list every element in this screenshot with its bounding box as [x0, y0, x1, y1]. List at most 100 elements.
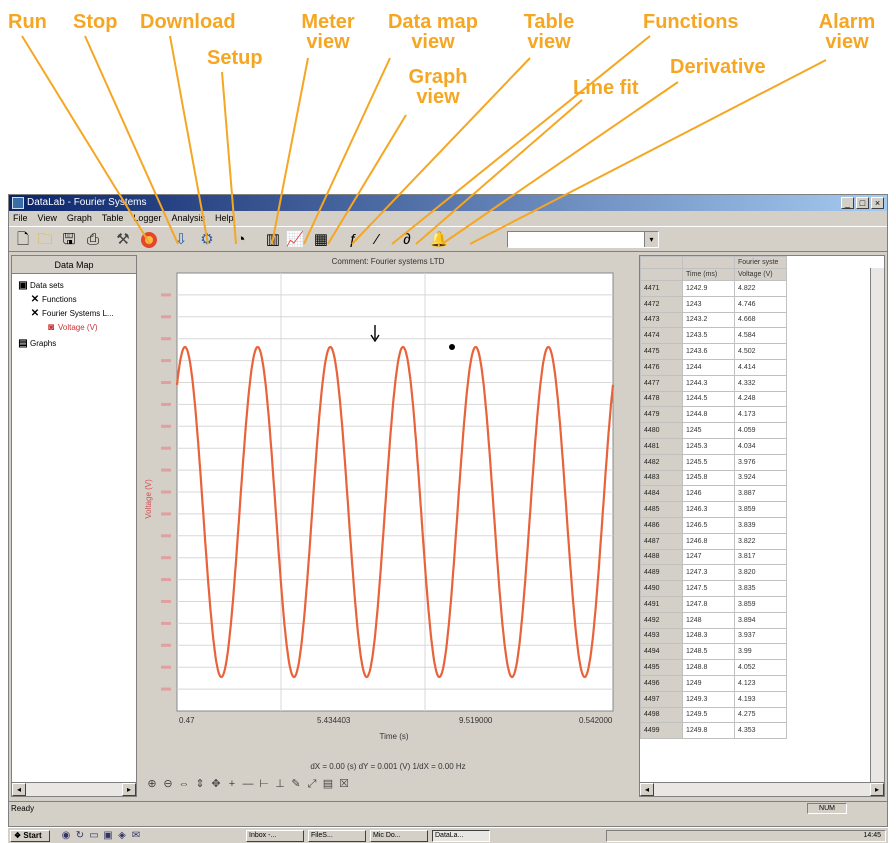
- table-row[interactable]: 4498 1249.5 4.275: [640, 706, 787, 724]
- table-row[interactable]: 4483 1245.8 3.924: [640, 469, 787, 487]
- alarm-view-icon[interactable]: 🔔: [429, 231, 449, 248]
- scroll-right-icon[interactable]: ▸: [870, 783, 884, 796]
- marker-icon[interactable]: ⊥: [275, 778, 285, 790]
- line-fit-icon[interactable]: ⁄: [375, 231, 379, 248]
- table-row[interactable]: 4480 1245 4.059: [640, 422, 787, 439]
- table-row[interactable]: 4476 1244 4.414: [640, 358, 787, 376]
- table-row[interactable]: 4484 1246 3.887: [640, 485, 787, 503]
- minimize-button[interactable]: _: [841, 197, 854, 209]
- row-index: 4490: [640, 580, 683, 597]
- start-button[interactable]: ❖ Start: [10, 830, 50, 842]
- menu-help[interactable]: Help: [214, 213, 234, 223]
- chevron-down-icon[interactable]: ▾: [644, 232, 658, 247]
- media-icon[interactable]: ◈: [118, 830, 126, 841]
- functions-icon[interactable]: ƒ: [348, 231, 358, 248]
- table-row[interactable]: 4491 1247.8 3.859: [640, 595, 787, 613]
- data-map-pane: Data Map ▣ Data sets ✕ Functions ✕ Fourier …: [11, 255, 137, 797]
- table-view-icon[interactable]: ▦: [313, 231, 329, 248]
- task-button-files[interactable]: FileS...: [308, 830, 366, 842]
- crosshair-icon[interactable]: +: [228, 778, 236, 790]
- menu-view[interactable]: View: [37, 213, 57, 223]
- table-row[interactable]: 4481 1245.3 4.034: [640, 437, 787, 455]
- autoscale-icon[interactable]: ⤢: [307, 778, 317, 790]
- menu-table[interactable]: Table: [101, 213, 124, 223]
- table-row[interactable]: 4474 1243.5 4.584: [640, 327, 787, 345]
- table-row[interactable]: 4490 1247.5 3.835: [640, 580, 787, 597]
- table-row[interactable]: 4486 1246.5 3.839: [640, 516, 787, 534]
- desktop-icon[interactable]: ▭: [89, 830, 99, 841]
- setup-icon[interactable]: ⚙: [200, 231, 214, 248]
- table-row[interactable]: 4485 1246.3 3.859: [640, 501, 787, 518]
- menu-graph[interactable]: Graph: [66, 213, 92, 223]
- table-row[interactable]: 4487 1246.8 3.822: [640, 532, 787, 550]
- print-icon[interactable]: ⎙: [86, 231, 99, 248]
- task-button-datalab[interactable]: DataLa...: [432, 830, 490, 842]
- sensor-select[interactable]: ▾: [507, 231, 659, 248]
- table-row[interactable]: 4477 1244.3 4.332: [640, 374, 787, 392]
- table-row[interactable]: 4475 1243.6 4.502: [640, 343, 787, 360]
- table-horizontal-scrollbar[interactable]: ◂ ▸: [640, 782, 884, 796]
- time-cell: 1245.5: [682, 453, 735, 471]
- graph-view-icon[interactable]: 📈: [285, 231, 305, 248]
- close-button[interactable]: ×: [871, 197, 884, 209]
- table-vertical-scrollbar[interactable]: [870, 268, 884, 782]
- table-row[interactable]: 4492 1248 3.894: [640, 611, 787, 629]
- open-folder-icon[interactable]: 🗀: [37, 231, 53, 248]
- zoom-in-icon[interactable]: ⊕: [147, 778, 157, 790]
- task-button-document[interactable]: Mic Do...: [370, 830, 428, 842]
- table-row[interactable]: 4482 1245.5 3.976: [640, 453, 787, 471]
- table-row[interactable]: 4497 1249.3 4.193: [640, 690, 787, 708]
- zoom-out-icon[interactable]: ⊖: [163, 778, 173, 790]
- clear-icon[interactable]: ☒: [339, 778, 349, 790]
- table-row[interactable]: 4499 1249.8 4.353: [640, 722, 787, 740]
- tree-item-fourier-systems[interactable]: ✕ Fourier Systems L...: [30, 308, 114, 319]
- callout-derivative: Derivative: [670, 56, 766, 78]
- menu-analysis[interactable]: Analysis: [171, 213, 205, 223]
- table-row[interactable]: 4471 1242.9 4.822: [640, 280, 787, 297]
- tree-item-data-sets[interactable]: ▣ Data sets: [18, 280, 64, 291]
- derivative-icon[interactable]: ∂: [403, 231, 411, 248]
- annotate-icon[interactable]: ✎: [291, 778, 301, 790]
- pan-icon[interactable]: ✥: [211, 778, 221, 790]
- meter-view-icon[interactable]: ◔: [236, 231, 246, 248]
- scroll-right-icon[interactable]: ▸: [122, 783, 136, 796]
- tree-item-graphs[interactable]: ▤ Graphs: [18, 338, 57, 349]
- refresh-icon[interactable]: ↻: [75, 830, 85, 841]
- menu-logger[interactable]: Logger: [133, 213, 162, 223]
- stop-icon[interactable]: [139, 230, 159, 250]
- save-icon[interactable]: 🖫: [62, 231, 76, 248]
- table-row[interactable]: 4496 1249 4.123: [640, 674, 787, 692]
- table-row[interactable]: 4472 1243 4.746: [640, 295, 787, 313]
- table-row[interactable]: 4473 1243.2 4.668: [640, 311, 787, 329]
- table-row[interactable]: 4479 1244.8 4.173: [640, 406, 787, 424]
- options-icon[interactable]: ▤: [322, 778, 334, 790]
- table-row[interactable]: 4495 1248.8 4.052: [640, 659, 787, 676]
- browser-icon[interactable]: ◉: [61, 830, 71, 841]
- table-row[interactable]: 4478 1244.5 4.248: [640, 390, 787, 408]
- hline-icon[interactable]: —: [242, 778, 254, 790]
- table-pane: Fourier syste Time (ms) Voltage (V) 4471…: [639, 255, 885, 797]
- download-icon[interactable]: ⇩: [174, 231, 188, 248]
- run-icon[interactable]: ⚒: [116, 231, 130, 248]
- data-map-view-icon[interactable]: ▥: [265, 231, 281, 248]
- task-button-inbox[interactable]: Inbox -...: [246, 830, 304, 842]
- axis-icon[interactable]: ⊢: [259, 778, 269, 790]
- zoom-x-icon[interactable]: ⇔: [178, 778, 190, 790]
- scroll-left-icon[interactable]: ◂: [640, 783, 654, 796]
- new-file-icon[interactable]: 🗋: [16, 231, 30, 248]
- data-map-scrollbar[interactable]: ◂ ▸: [12, 782, 136, 796]
- zoom-y-icon[interactable]: ⇕: [195, 778, 205, 790]
- mail-icon[interactable]: ✉: [131, 830, 141, 841]
- maximize-button[interactable]: □: [856, 197, 869, 209]
- menu-file[interactable]: File: [13, 213, 28, 223]
- tree-item-functions[interactable]: ✕ Functions: [30, 294, 77, 305]
- graph-plot[interactable]: 0.47 5.434403 9.519000 0.542000 Time (s)…: [139, 269, 637, 759]
- voltage-cell: 4.123: [734, 674, 787, 692]
- table-row[interactable]: 4489 1247.3 3.820: [640, 564, 787, 582]
- table-row[interactable]: 4488 1247 3.817: [640, 548, 787, 566]
- scroll-left-icon[interactable]: ◂: [12, 783, 26, 796]
- tree-item-voltage[interactable]: ◙ Voltage (V): [47, 322, 98, 333]
- table-row[interactable]: 4494 1248.5 3.99: [640, 643, 787, 661]
- table-row[interactable]: 4493 1248.3 3.937: [640, 627, 787, 645]
- folder-icon[interactable]: ▣: [103, 830, 113, 841]
